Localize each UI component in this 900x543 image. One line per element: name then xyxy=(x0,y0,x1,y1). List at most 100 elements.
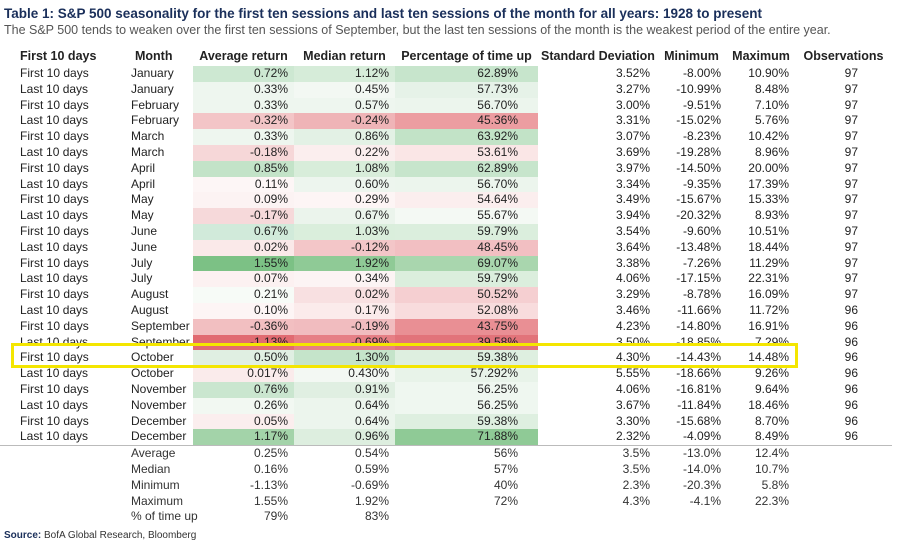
cell-avg: 0.33% xyxy=(193,129,294,145)
cell-month: June xyxy=(131,239,158,254)
cell-month: June xyxy=(131,223,158,238)
cell-max: 8.48% xyxy=(754,81,789,96)
cell-obs: 97 xyxy=(844,176,858,191)
cell-obs: 96 xyxy=(844,429,858,444)
summary-rows: Average 0.25% 0.54% 56% 3.5% -13.0% 12.4% Media… xyxy=(0,445,892,525)
cell-max: 22.31% xyxy=(748,271,789,286)
cell-pct: 50.52% xyxy=(395,287,538,303)
summary-max: 12.4% xyxy=(727,445,795,462)
summary-pct xyxy=(395,509,538,525)
cell-avg: 0.09% xyxy=(193,192,294,209)
cell-sd: 3.67% xyxy=(615,397,650,412)
cell-min: -20.32% xyxy=(676,208,721,223)
summary-sd: 3.5% xyxy=(622,461,650,476)
summary-pct: 72% xyxy=(493,493,518,508)
cell-obs: 97 xyxy=(844,271,858,286)
cell-avg: 0.21% xyxy=(193,287,294,303)
cell-min: -19.28% xyxy=(676,144,721,159)
summary-label: % of time up xyxy=(131,509,198,524)
cell-med: 0.96% xyxy=(294,429,395,446)
cell-avg: 0.10% xyxy=(193,302,294,319)
summary-pct: 57% xyxy=(493,461,518,476)
summary-spacer xyxy=(0,462,113,478)
summary-row: Minimum -1.13% -0.69% 40% 2.3% -20.3% 5.8% xyxy=(0,478,892,494)
cell-max: 11.29% xyxy=(749,255,789,270)
cell-max: 20.00% xyxy=(748,160,789,175)
cell-period: First 10 days xyxy=(20,66,89,80)
cell-avg: 0.33% xyxy=(193,81,294,98)
cell-pct: 52.08% xyxy=(395,302,538,319)
table-row: First 10 days November 0.76% 0.91% 56.25% 4.0… xyxy=(0,381,892,398)
cell-min: -14.43% xyxy=(676,350,721,365)
cell-min: -15.02% xyxy=(676,113,721,128)
cell-obs: 97 xyxy=(844,113,858,128)
table-row: Last 10 days March -0.18% 0.22% 53.61% 3.69% -… xyxy=(0,144,892,161)
table-row: Last 10 days September -1.13% -0.69% 39.58% 3… xyxy=(0,334,892,351)
table-row: First 10 days June 0.67% 1.03% 59.79% 3.54% -9… xyxy=(0,223,892,240)
cell-month: July xyxy=(131,271,153,286)
cell-max: 8.93% xyxy=(754,208,789,223)
cell-pct: 59.79% xyxy=(395,223,538,240)
cell-max: 5.76% xyxy=(754,113,789,128)
cell-max: 8.49% xyxy=(754,429,789,444)
summary-avg: 0.25% xyxy=(193,445,294,462)
cell-pct: 63.92% xyxy=(395,129,538,145)
table-row: First 10 days August 0.21% 0.02% 50.52% 3.29%… xyxy=(0,287,892,303)
cell-month: May xyxy=(131,192,154,207)
table-row: Last 10 days July 0.07% 0.34% 59.79% 4.06% -17… xyxy=(0,271,892,288)
cell-period: Last 10 days xyxy=(20,144,89,159)
summary-sd: 3.5% xyxy=(538,445,656,462)
header-maximum: Maximum xyxy=(732,49,790,63)
cell-pct: 48.45% xyxy=(395,239,538,256)
summary-row: Median 0.16% 0.59% 57% 3.5% -14.0% 10.7% xyxy=(0,462,892,478)
cell-min: -8.00% xyxy=(682,66,721,80)
cell-med: 0.17% xyxy=(294,302,395,319)
cell-period: Last 10 days xyxy=(20,429,89,444)
summary-med: 0.59% xyxy=(354,461,389,476)
cell-avg: 0.26% xyxy=(193,397,294,414)
summary-row: Maximum 1.55% 1.92% 72% 4.3% -4.1% 22.3% xyxy=(0,494,892,510)
cell-max: 7.29% xyxy=(754,334,789,349)
cell-obs: 96 xyxy=(844,366,858,381)
summary-label: Median xyxy=(131,461,171,476)
summary-spacer xyxy=(0,478,113,494)
table-row: First 10 days April 0.85% 1.08% 62.89% 3.97% -… xyxy=(0,160,892,177)
cell-min: -4.09% xyxy=(682,429,721,444)
cell-sd: 3.97% xyxy=(615,160,650,175)
cell-month: December xyxy=(131,413,187,428)
cell-period: Last 10 days xyxy=(20,334,89,349)
cell-month: September xyxy=(131,318,190,333)
cell-sd: 3.29% xyxy=(615,287,650,302)
cell-obs: 96 xyxy=(844,350,858,365)
cell-avg: 0.85% xyxy=(193,160,294,177)
cell-month: February xyxy=(131,97,180,112)
cell-max: 10.51% xyxy=(748,223,789,238)
cell-period: Last 10 days xyxy=(20,302,89,317)
table-row: First 10 days February 0.33% 0.57% 56.70% 3.0… xyxy=(0,97,892,114)
cell-obs: 97 xyxy=(844,223,858,238)
summary-sd xyxy=(538,509,656,525)
cell-avg: 0.72% xyxy=(193,66,294,82)
cell-obs: 97 xyxy=(844,81,858,96)
cell-month: March xyxy=(131,129,165,144)
table-row: First 10 days January 0.72% 1.12% 62.89% 3.52… xyxy=(0,66,892,82)
cell-pct: 62.89% xyxy=(395,160,538,177)
table-subtitle: The S&P 500 tends to weaken over the fir… xyxy=(4,23,831,37)
summary-avg: -1.13% xyxy=(249,477,288,492)
summary-min: -13.0% xyxy=(656,445,727,462)
source-note: Source: BofA Global Research, Bloomberg xyxy=(4,530,196,541)
summary-max xyxy=(727,509,795,525)
cell-obs: 96 xyxy=(844,397,858,412)
cell-avg: 1.17% xyxy=(193,429,294,446)
cell-month: April xyxy=(131,176,156,191)
header-month: Month xyxy=(135,49,173,63)
cell-max: 15.33% xyxy=(748,192,789,207)
cell-obs: 97 xyxy=(844,192,858,207)
cell-period: Last 10 days xyxy=(20,271,89,286)
cell-avg: 0.11% xyxy=(193,176,294,193)
cell-max: 7.10% xyxy=(754,97,789,112)
cell-pct: 59.79% xyxy=(395,271,538,288)
cell-obs: 97 xyxy=(844,144,858,159)
cell-min: -10.99% xyxy=(676,81,721,96)
summary-spacer xyxy=(795,494,892,510)
